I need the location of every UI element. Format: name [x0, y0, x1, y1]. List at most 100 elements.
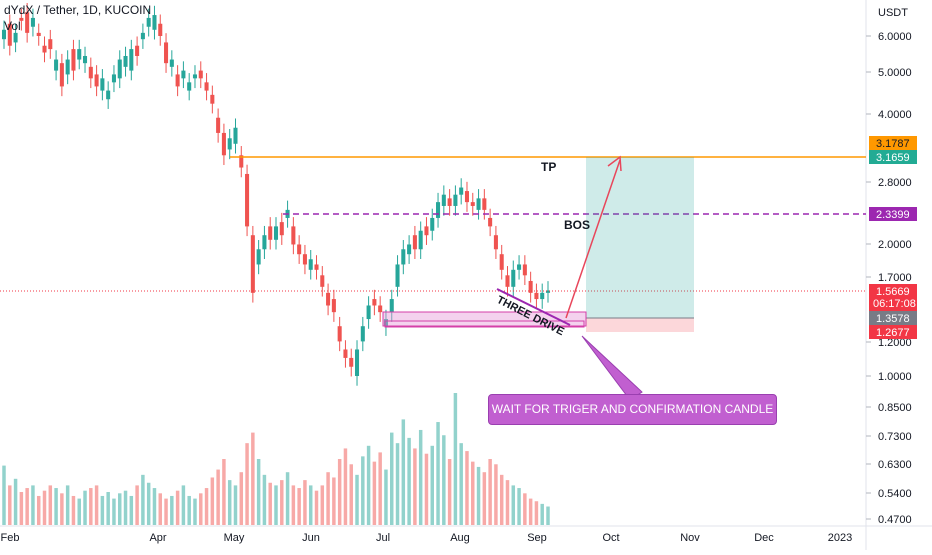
candle[interactable] [88, 66, 93, 79]
candle[interactable] [164, 42, 169, 64]
candle[interactable] [459, 187, 464, 195]
candle[interactable] [499, 254, 504, 270]
stop-zone[interactable] [586, 318, 694, 332]
candle[interactable] [505, 275, 510, 287]
candle[interactable] [158, 23, 163, 36]
candle[interactable] [430, 217, 435, 231]
candle[interactable] [343, 349, 348, 358]
candle[interactable] [140, 32, 145, 40]
candle[interactable] [106, 90, 111, 100]
candle[interactable] [447, 198, 452, 206]
candle[interactable] [192, 74, 198, 79]
candle[interactable] [198, 70, 203, 79]
candle[interactable] [297, 244, 302, 255]
candle[interactable] [221, 132, 226, 156]
candle[interactable] [488, 217, 493, 227]
candle[interactable] [395, 264, 400, 287]
candle[interactable] [227, 138, 232, 150]
candle[interactable] [100, 78, 105, 91]
candle[interactable] [412, 235, 417, 250]
candle[interactable] [464, 191, 470, 203]
candle[interactable] [470, 202, 475, 206]
candle[interactable] [441, 194, 446, 206]
candle[interactable] [117, 59, 122, 79]
candle[interactable] [25, 12, 30, 33]
callout-box[interactable]: WAIT FOR TRIGER AND CONFIRMATION CANDLE [488, 394, 777, 425]
three-drive-line[interactable] [496, 288, 571, 326]
candle[interactable] [436, 202, 441, 218]
candle[interactable] [152, 15, 157, 30]
demand-zone[interactable] [382, 311, 587, 327]
candle[interactable] [482, 198, 487, 210]
candle[interactable] [111, 74, 116, 83]
candle[interactable] [262, 235, 267, 250]
candle[interactable] [94, 74, 99, 87]
candle[interactable] [331, 299, 336, 313]
candle[interactable] [493, 235, 498, 250]
candle[interactable] [540, 292, 545, 300]
symbol-title[interactable]: dYdX / Tether, 1D, KUCOIN [4, 3, 152, 17]
candle[interactable] [372, 299, 377, 306]
candle[interactable] [216, 117, 221, 133]
candle[interactable] [401, 249, 406, 265]
candle[interactable] [522, 264, 527, 276]
candle[interactable] [1, 29, 7, 40]
candle[interactable] [418, 230, 423, 250]
candle[interactable] [77, 49, 82, 60]
candle[interactable] [256, 249, 261, 265]
candle[interactable] [528, 280, 533, 293]
candle[interactable] [239, 155, 244, 168]
candle[interactable] [545, 290, 551, 293]
bos-annotation[interactable]: BOS [564, 218, 590, 232]
candle[interactable] [59, 63, 64, 87]
candle[interactable] [517, 264, 522, 270]
candle[interactable] [314, 264, 319, 270]
volume-legend[interactable]: Vol [4, 19, 21, 33]
candle[interactable] [389, 299, 394, 313]
candle[interactable] [187, 82, 192, 91]
candle[interactable] [250, 235, 255, 293]
candle[interactable] [71, 49, 76, 71]
candle[interactable] [36, 32, 41, 36]
candle[interactable] [210, 94, 215, 104]
candle[interactable] [453, 194, 458, 206]
candle[interactable] [129, 49, 134, 71]
candle[interactable] [48, 39, 53, 50]
candle[interactable] [169, 59, 174, 67]
candle[interactable] [82, 55, 88, 64]
tp-arrow[interactable] [565, 159, 621, 319]
candle[interactable] [273, 226, 279, 240]
candle[interactable] [123, 55, 128, 67]
candle[interactable] [424, 226, 429, 236]
candle[interactable] [291, 226, 296, 245]
candle[interactable] [326, 292, 331, 306]
candle[interactable] [268, 226, 273, 240]
candle[interactable] [279, 222, 284, 236]
candle[interactable] [378, 305, 383, 313]
candle[interactable] [30, 17, 35, 27]
candle[interactable] [354, 349, 360, 376]
candle[interactable] [337, 326, 342, 342]
candle[interactable] [135, 45, 140, 56]
candle[interactable] [360, 326, 365, 342]
candle[interactable] [308, 259, 313, 270]
candle[interactable] [146, 17, 151, 27]
candle[interactable] [175, 74, 180, 87]
candle[interactable] [181, 70, 186, 79]
candle[interactable] [320, 275, 325, 287]
candle[interactable] [383, 319, 388, 327]
candle[interactable] [233, 127, 238, 144]
candle[interactable] [42, 45, 47, 53]
candle[interactable] [511, 269, 516, 287]
candle[interactable] [13, 32, 18, 43]
candle[interactable] [19, 17, 24, 21]
candle[interactable] [204, 82, 209, 91]
candle[interactable] [349, 357, 354, 367]
candle[interactable] [534, 292, 539, 300]
candle[interactable] [7, 23, 12, 46]
candle[interactable] [54, 59, 59, 71]
candle[interactable] [245, 173, 250, 227]
candle[interactable] [366, 305, 371, 320]
